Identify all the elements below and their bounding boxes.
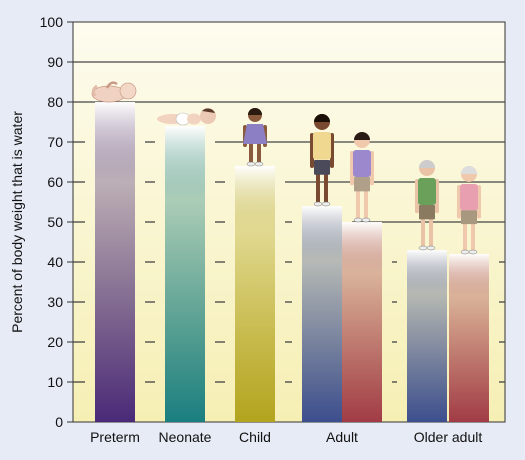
y-tick-label: 100 [40,14,64,30]
y-tick-label: 0 [55,414,63,430]
adult-man-figure [310,114,334,207]
adult-woman-figure [350,132,374,223]
child-figure [243,108,267,167]
y-tick-label: 90 [47,54,63,70]
y-tick-label: 80 [47,94,63,110]
y-tick-label: 50 [47,214,63,230]
bar-preterm-1 [95,102,135,422]
gridlines [73,61,505,383]
older-man-figure [415,160,439,251]
older-woman-figure [457,166,481,255]
y-tick-label: 10 [47,374,63,390]
category-label-adult: Adult [326,429,358,445]
bars [95,102,489,422]
bar-adult-1 [302,206,342,422]
category-label-child: Child [239,429,271,445]
preterm-infant-figure [91,81,137,103]
category-label-neonate: Neonate [159,429,212,445]
y-tick-label: 40 [47,254,63,270]
y-axis: 0 10 20 30 40 50 60 70 80 90 100 [40,14,73,430]
y-tick-label: 70 [47,134,63,150]
y-tick-label: 20 [47,334,63,350]
category-label-older-adult: Older adult [414,429,483,445]
y-tick-label: 30 [47,294,63,310]
y-tick-label: 60 [47,174,63,190]
neonate-baby-figure [157,108,216,126]
people-illustrations [91,81,481,255]
bar-adult-2 [342,222,382,422]
category-label-preterm: Preterm [90,429,140,445]
bar-older-adult-1 [407,250,447,422]
bar-older-adult-2 [449,254,489,422]
y-axis-title: Percent of body weight that is water [9,111,25,333]
x-axis: Preterm Neonate Child Adult Older adult [90,429,482,445]
bar-neonate-1 [165,126,205,422]
bar-child-1 [235,166,275,422]
